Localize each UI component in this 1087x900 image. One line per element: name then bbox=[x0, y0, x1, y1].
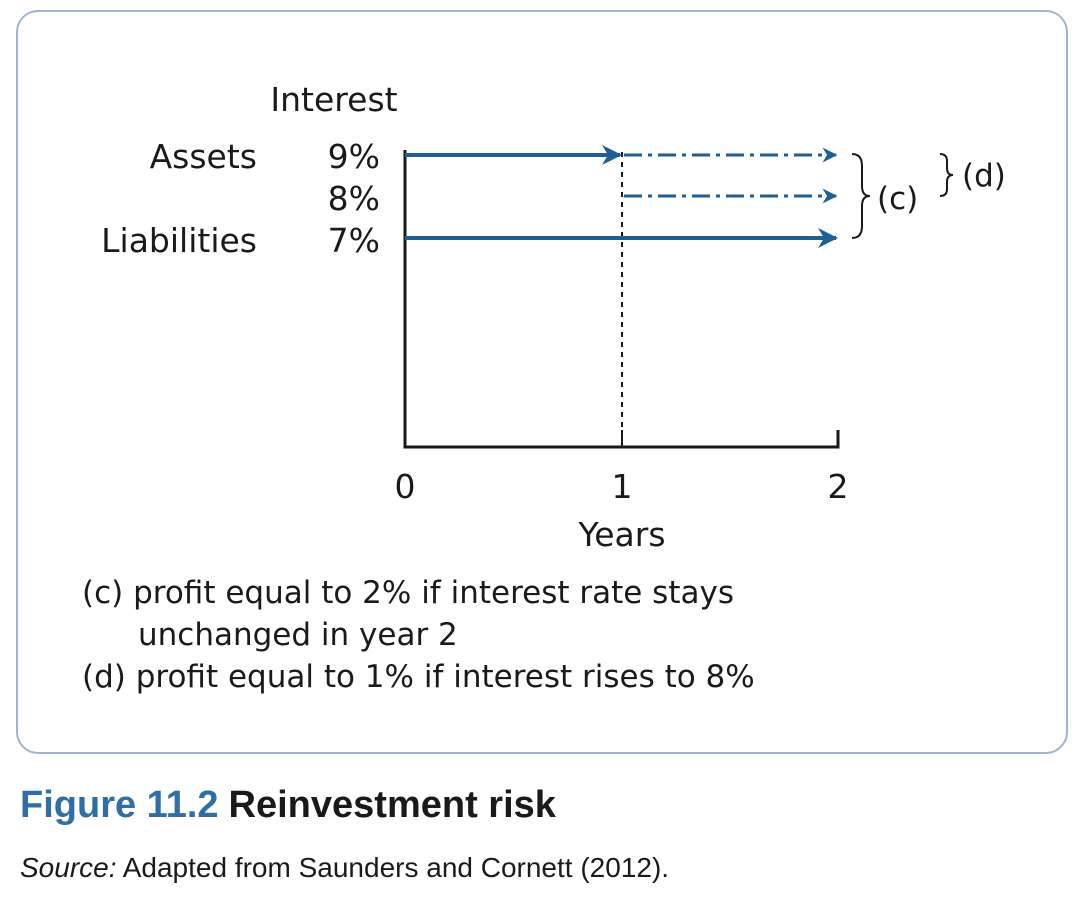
note-d-line: (d) profit equal to 1% if interest rises… bbox=[82, 659, 755, 695]
rate-label-9: 9% bbox=[328, 137, 380, 176]
x-tick-1: 1 bbox=[612, 467, 633, 506]
brace-c-icon bbox=[851, 153, 871, 239]
note-c-line-2: unchanged in year 2 bbox=[138, 617, 458, 653]
figure-caption: Figure 11.2 Reinvestment risk bbox=[20, 784, 556, 827]
figure-panel bbox=[16, 10, 1068, 754]
x-axis-title: Years bbox=[577, 515, 665, 554]
source-text: Adapted from Saunders and Cornett (2012)… bbox=[116, 852, 670, 883]
reinvestment-risk-diagram: Interest Assets Liabilities 9% 8% 7% (c)… bbox=[101, 80, 1006, 554]
brace-d-icon bbox=[939, 153, 954, 197]
y-axis-title: Interest bbox=[270, 80, 397, 119]
liabilities-label: Liabilities bbox=[101, 221, 257, 260]
brace-d-label: (d) bbox=[962, 158, 1006, 194]
figure-source: Source: Adapted from Saunders and Cornet… bbox=[20, 852, 669, 884]
assets-label: Assets bbox=[150, 137, 257, 176]
brace-c-label: (c) bbox=[877, 181, 918, 217]
note-c-line-1: (c) profit equal to 2% if interest rate … bbox=[82, 575, 734, 611]
x-tick-0: 0 bbox=[395, 467, 416, 506]
figure-number: Figure 11.2 bbox=[20, 784, 219, 826]
rate-label-8: 8% bbox=[328, 179, 380, 218]
figure-title: Reinvestment risk bbox=[228, 784, 556, 826]
source-label: Source: bbox=[20, 852, 117, 883]
x-tick-2: 2 bbox=[828, 467, 849, 506]
diagram-notes: (c) profit equal to 2% if interest rate … bbox=[82, 572, 982, 698]
rate-label-7: 7% bbox=[328, 221, 380, 260]
